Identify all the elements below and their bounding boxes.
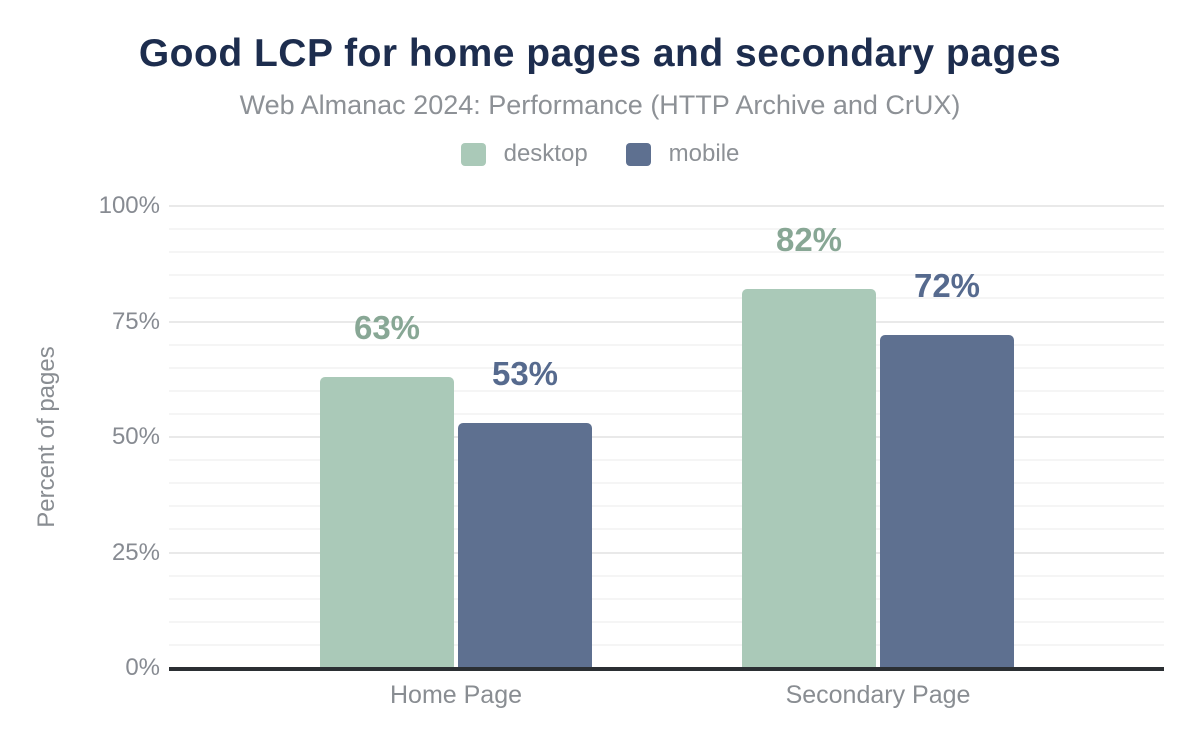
gridline-minor xyxy=(169,228,1164,231)
gridline-major xyxy=(169,436,1164,438)
bar-mobile-secondary-page[interactable] xyxy=(880,335,1014,668)
legend-label: mobile xyxy=(668,140,740,167)
gridline-minor xyxy=(169,366,1164,369)
x-axis-label-home-page: Home Page xyxy=(389,681,523,709)
legend-swatch-icon xyxy=(460,142,486,166)
y-tick-label: 25% xyxy=(111,538,160,566)
gridline-minor xyxy=(169,274,1164,277)
x-axis-label-secondary-page: Secondary Page xyxy=(785,681,971,709)
bar-desktop-home-page[interactable] xyxy=(320,376,454,668)
x-axis-line xyxy=(169,667,1164,671)
legend: desktop mobile xyxy=(0,140,1200,168)
gridline-minor xyxy=(169,389,1164,392)
y-tick-label: 100% xyxy=(98,192,160,219)
bar-value-label-desktop-home-page: 63% xyxy=(353,308,421,346)
gridline-major xyxy=(169,320,1164,323)
legend-label: desktop xyxy=(503,140,588,167)
gridline-minor xyxy=(169,343,1164,346)
gridline-minor xyxy=(169,459,1164,462)
gridline-minor xyxy=(169,505,1164,508)
gridline-minor xyxy=(169,597,1164,600)
gridline-minor xyxy=(169,251,1164,254)
bar-value-label-desktop-secondary-page: 82% xyxy=(775,221,843,259)
gridline-minor xyxy=(169,574,1164,577)
y-tick-label: 50% xyxy=(111,423,160,450)
legend-item-mobile[interactable]: mobile xyxy=(625,140,740,168)
y-tick-label: 75% xyxy=(111,307,160,335)
bar-value-label-mobile-home-page: 53% xyxy=(491,355,559,393)
bar-mobile-home-page[interactable] xyxy=(458,423,592,668)
bar-value-label-mobile-secondary-page: 72% xyxy=(913,267,981,305)
gridline-minor xyxy=(169,297,1164,300)
gridline-minor xyxy=(169,528,1164,531)
bar-desktop-secondary-page[interactable] xyxy=(742,289,876,668)
legend-swatch-icon xyxy=(625,142,651,166)
chart-subtitle: Web Almanac 2024: Performance (HTTP Arch… xyxy=(239,90,961,120)
gridline-minor xyxy=(169,482,1164,485)
legend-item-desktop[interactable]: desktop xyxy=(460,140,588,168)
y-tick-label: 0% xyxy=(125,654,160,681)
gridline-major xyxy=(169,551,1164,554)
gridline-major xyxy=(169,205,1164,207)
gridline-minor xyxy=(169,412,1164,415)
gridline-minor xyxy=(169,643,1164,646)
gridline-minor xyxy=(169,620,1164,623)
chart-title: Good LCP for home pages and secondary pa… xyxy=(138,32,1062,75)
